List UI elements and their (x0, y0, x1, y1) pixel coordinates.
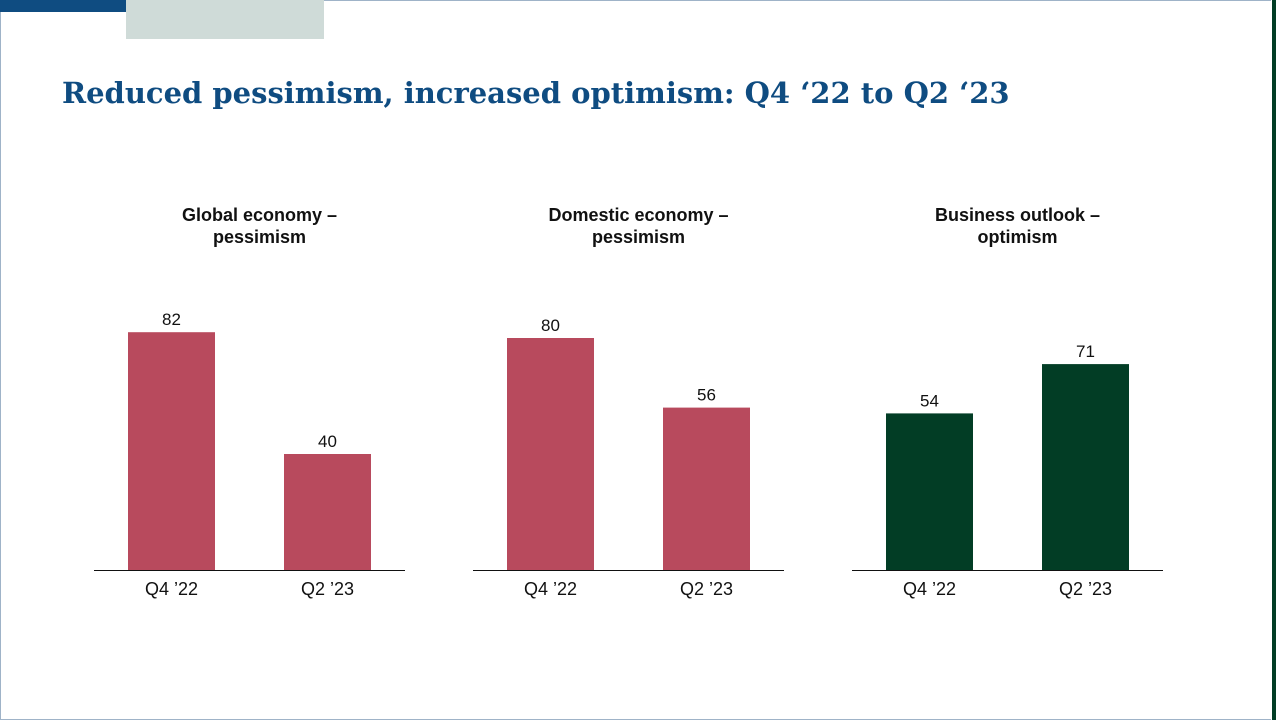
x-tick-label: Q4 ’22 (903, 579, 956, 599)
x-tick-label: Q4 ’22 (145, 579, 198, 599)
bar (886, 413, 973, 570)
value-label: 56 (697, 386, 716, 405)
chart-title-line: pessimism (213, 227, 306, 247)
chart-title-line: Business outlook – (935, 205, 1100, 225)
x-tick-label: Q4 ’22 (524, 579, 577, 599)
bar (284, 454, 371, 570)
value-label: 54 (920, 391, 939, 410)
chart-title-line: Domestic economy – (548, 205, 728, 225)
value-label: 80 (541, 316, 560, 335)
bar (128, 332, 215, 570)
value-label: 40 (318, 432, 337, 451)
right-edge-bar (1271, 0, 1280, 720)
bar (663, 407, 750, 570)
chart-title-line: optimism (977, 227, 1057, 247)
x-tick-label: Q2 ’23 (680, 579, 733, 599)
x-tick-label: Q2 ’23 (1059, 579, 1112, 599)
x-tick-label: Q2 ’23 (301, 579, 354, 599)
bar (507, 338, 594, 570)
bar (1042, 364, 1129, 570)
chart-title-line: pessimism (592, 227, 685, 247)
slide-title: Reduced pessimism, increased optimism: Q… (62, 76, 1010, 110)
chart-title-line: Global economy – (182, 205, 337, 225)
value-label: 82 (162, 310, 181, 329)
top-accent-block (126, 0, 324, 39)
value-label: 71 (1076, 342, 1095, 361)
